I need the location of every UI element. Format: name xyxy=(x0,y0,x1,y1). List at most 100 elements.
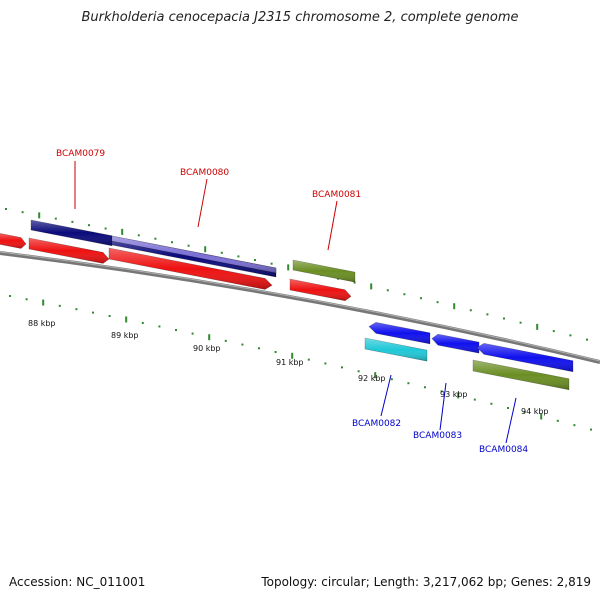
lower-minor-tick xyxy=(58,304,61,307)
lower-minor-tick xyxy=(175,329,177,332)
lower-major-tick xyxy=(42,299,45,306)
lower-minor-tick xyxy=(407,382,410,385)
lower-minor-tick xyxy=(590,428,592,431)
lower-minor-tick xyxy=(191,332,194,335)
lower-minor-tick xyxy=(25,298,28,301)
genes-value: 2,819 xyxy=(556,575,591,589)
upper-minor-tick xyxy=(403,293,406,296)
gene-label-bcam0079[interactable]: BCAM0079 xyxy=(56,149,105,159)
accession-label: Accession: xyxy=(9,575,73,589)
upper-major-tick xyxy=(453,303,456,310)
upper-minor-tick xyxy=(137,234,140,237)
upper-minor-tick xyxy=(154,237,157,240)
gene-label-bcam0080[interactable]: BCAM0080 xyxy=(180,168,229,178)
lower-minor-tick xyxy=(507,406,509,409)
scale-label-88: 88 kbp xyxy=(28,319,56,328)
upper-minor-tick xyxy=(104,227,107,230)
accession-info: Accession: NC_011001 xyxy=(9,575,145,589)
lower-minor-tick xyxy=(158,325,161,328)
upper-tick-track xyxy=(5,208,588,341)
gene-label-bcam0084[interactable]: BCAM0084 xyxy=(479,445,528,455)
upper-minor-tick xyxy=(503,317,505,320)
upper-minor-tick xyxy=(469,309,472,312)
upper-minor-tick xyxy=(386,289,389,292)
leader-line-bcam0084 xyxy=(505,397,517,444)
lower-minor-tick xyxy=(341,366,343,369)
upper-minor-tick xyxy=(353,281,356,284)
upper-minor-tick xyxy=(5,208,7,210)
lower-minor-tick xyxy=(440,390,443,393)
upper-minor-tick xyxy=(254,259,256,262)
upper-major-tick xyxy=(287,264,290,271)
upper-minor-tick xyxy=(171,241,173,244)
scale-label-93: 93 kbp xyxy=(440,390,468,399)
lower-minor-tick xyxy=(274,351,277,354)
gene-bcam0078-cds[interactable] xyxy=(0,233,27,249)
lower-minor-tick xyxy=(258,347,260,350)
upper-minor-tick xyxy=(270,262,273,265)
scale-label-92: 92 kbp xyxy=(358,374,386,383)
upper-minor-tick xyxy=(552,330,555,333)
lower-minor-tick xyxy=(108,315,111,318)
lower-minor-tick xyxy=(490,402,493,405)
lower-major-tick xyxy=(374,372,377,379)
lower-minor-tick xyxy=(424,386,426,389)
lower-minor-tick xyxy=(390,378,393,381)
scale-label-90: 90 kbp xyxy=(193,344,221,353)
upper-minor-tick xyxy=(420,297,422,300)
lower-minor-tick xyxy=(92,311,94,314)
scale-label-94: 94 kbp xyxy=(521,407,549,416)
lower-minor-tick xyxy=(141,321,144,324)
upper-minor-tick xyxy=(21,211,24,214)
lower-minor-tick xyxy=(75,308,78,311)
leader-line-bcam0080 xyxy=(197,178,208,228)
lower-major-tick xyxy=(125,316,128,323)
scale-label-91: 91 kbp xyxy=(276,358,304,367)
upper-minor-tick xyxy=(220,251,223,254)
lower-minor-tick xyxy=(556,419,559,422)
gene-bcam0083-cds[interactable] xyxy=(431,333,480,354)
lower-minor-tick xyxy=(324,362,327,365)
leader-line-bcam0083 xyxy=(439,382,447,431)
lower-minor-tick xyxy=(9,295,11,297)
accession-value: NC_011001 xyxy=(76,575,146,589)
lower-major-tick xyxy=(540,413,543,420)
upper-minor-tick xyxy=(436,301,439,304)
lower-minor-tick xyxy=(224,339,227,342)
leader-line-bcam0081 xyxy=(327,200,338,251)
upper-minor-tick xyxy=(486,313,489,316)
lower-tick-track xyxy=(9,295,592,431)
lower-minor-tick xyxy=(241,343,244,346)
gene-bcam0081-outer[interactable] xyxy=(292,259,356,283)
upper-minor-tick xyxy=(88,224,90,227)
gene-label-bcam0081[interactable]: BCAM0081 xyxy=(312,190,361,200)
upper-minor-tick xyxy=(187,244,190,247)
gene-label-bcam0083[interactable]: BCAM0083 xyxy=(413,431,462,441)
lower-minor-tick xyxy=(523,411,526,414)
length-label: Length: xyxy=(373,575,420,589)
upper-minor-tick xyxy=(54,217,57,220)
genome-stats: Topology: circular; Length: 3,217,062 bp… xyxy=(261,575,591,589)
upper-major-tick xyxy=(38,212,41,219)
lower-major-tick xyxy=(291,352,294,359)
upper-minor-tick xyxy=(71,220,74,223)
upper-major-tick xyxy=(370,283,373,290)
upper-major-tick xyxy=(204,246,207,253)
lower-minor-tick xyxy=(473,398,476,401)
leader-line-bcam0082 xyxy=(380,374,392,417)
lower-major-tick xyxy=(457,392,460,399)
gene-label-bcam0082[interactable]: BCAM0082 xyxy=(352,419,401,429)
upper-minor-tick xyxy=(237,255,240,258)
scale-label-89: 89 kbp xyxy=(111,331,139,340)
lower-major-tick xyxy=(208,334,211,341)
lower-minor-tick xyxy=(573,424,576,427)
upper-minor-tick xyxy=(586,338,588,341)
upper-minor-tick xyxy=(569,334,572,337)
map-title: Burkholderia cenocepacia J2315 chromosom… xyxy=(81,10,519,25)
upper-major-tick xyxy=(536,323,539,330)
topology-value: circular xyxy=(321,575,366,589)
lower-minor-tick xyxy=(307,358,310,361)
upper-minor-tick xyxy=(519,321,522,324)
length-value: 3,217,062 bp xyxy=(422,575,503,589)
